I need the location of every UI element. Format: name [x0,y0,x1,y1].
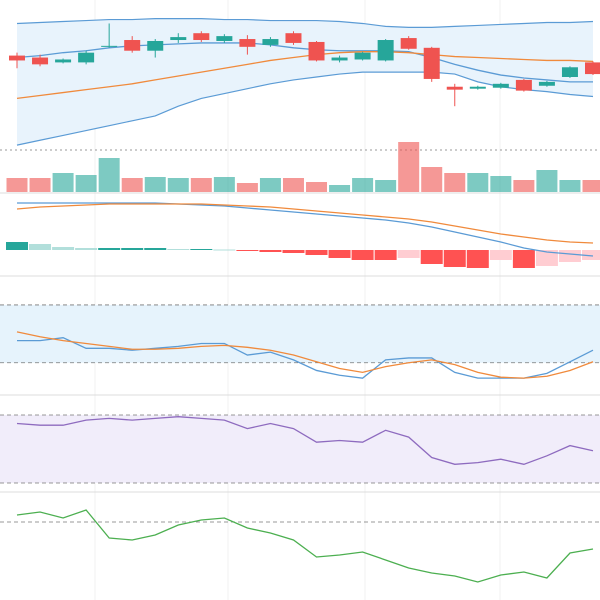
volume-bar [513,180,535,192]
histogram-bar [190,249,213,250]
candle-body [515,79,532,91]
candle-body [55,59,72,63]
volume-bar [467,173,489,192]
histogram-bar [489,250,512,260]
volume-bar [559,180,581,192]
volume-bar [190,178,212,192]
histogram-bar [328,250,351,258]
histogram-bar [144,248,167,250]
candle-body [78,52,95,63]
volume-bar [421,167,443,192]
volume-bar [144,177,166,192]
histogram-bar [98,248,121,250]
band-fill [17,18,593,146]
candle-body [9,55,25,61]
candle-body [124,40,141,51]
volume-bar [536,170,558,192]
histogram-bar [535,250,558,266]
histogram-bar [397,250,420,258]
volume-bar [329,185,351,192]
grid [94,0,501,600]
volume-bar [213,177,235,192]
candle-body [308,41,325,61]
volume-bar [582,180,600,192]
candle-body [400,38,417,49]
band-upper [16,18,594,28]
volume-bar [29,178,51,192]
volume-bar [121,178,143,192]
histogram-bar [512,250,535,268]
candle-body [446,86,463,90]
volume-bar [52,173,74,192]
volume-bar [98,158,120,192]
histogram-bar [443,250,466,267]
candle-body [193,33,210,41]
volume-bar [75,175,97,192]
indicator-line [17,337,594,379]
histogram-bar [75,248,98,250]
volume-bar [236,183,258,192]
level-band [0,304,600,363]
candle-body [469,86,486,89]
candle-body [354,52,371,60]
histogram-bar [6,242,28,250]
indicator-line [16,42,593,83]
histogram-bar [236,250,259,251]
volume-bar [282,178,304,192]
candle-body [262,39,279,45]
indicator-line [16,416,594,465]
indicator-line [16,203,594,244]
indicator-line [16,51,594,100]
candle-body [285,33,302,43]
level-band [0,415,600,483]
histogram-bar [420,250,443,264]
candle-body [538,81,555,86]
candle-body [331,57,348,61]
indicator-line [16,331,594,379]
volume-bar [167,178,189,192]
histogram-bar [351,250,374,260]
candle-body [216,36,233,41]
histogram-bar [466,250,489,268]
histogram-bar [213,249,236,251]
candle-body [561,67,578,77]
histogram-bar [374,250,397,260]
volume-bar [398,142,420,192]
candle-body [423,47,440,79]
histogram-bar [121,248,144,250]
indicator-line [17,202,594,257]
volume-bar [259,178,281,192]
histogram-bar [167,249,190,250]
candle-body [101,45,118,47]
candle-body [239,39,256,47]
volume-bar [6,178,28,192]
volume-bar [306,182,328,192]
separators [0,149,600,493]
candle-body [585,62,600,75]
candle-body [147,40,164,51]
histogram-bar [305,250,328,255]
histogram-bar [558,250,581,262]
indicator-line [16,509,594,583]
histogram-bar [282,250,305,253]
histogram-bar [259,250,282,252]
volume-bar [352,178,374,192]
candle-body [492,83,509,88]
histogram-bar [52,247,75,250]
histogram-bar [29,244,52,250]
histogram-bar [582,250,600,260]
volume-bar [444,173,466,192]
candle-body [170,37,187,41]
candle-body [32,57,49,65]
candle-body [377,40,394,61]
volume-bar [490,176,512,192]
volume-bar [375,180,397,192]
